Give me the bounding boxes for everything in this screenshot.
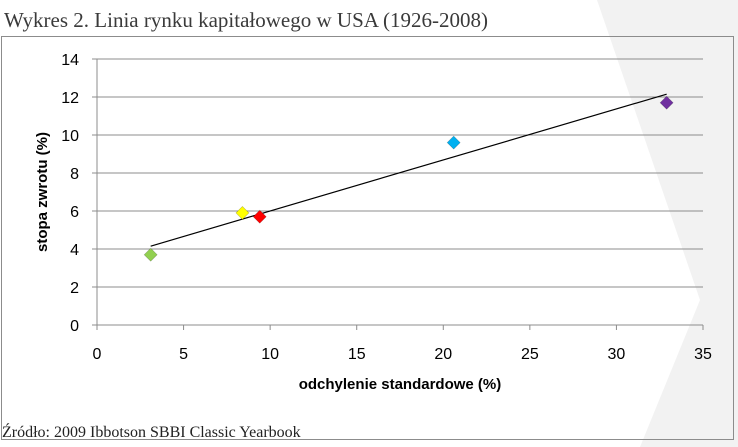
x-tick-label-35: 35 — [694, 346, 712, 363]
data-point-3 — [252, 209, 267, 224]
x-axis-title: odchylenie standardowe (%) — [299, 376, 502, 393]
x-tick-label-15: 15 — [348, 346, 366, 363]
tick-layer: 0 2 4 6 8 10 12 14 0 5 10 15 20 25 30 35 — [61, 52, 712, 363]
chart-frame — [1, 36, 734, 440]
page-title: Wykres 2. Linia rynku kapitałowego w USA… — [4, 8, 488, 32]
x-tick-label-25: 25 — [521, 346, 539, 363]
y-tick-label-14: 14 — [61, 52, 79, 69]
y-tick-label-10: 10 — [61, 128, 79, 145]
data-point-4 — [446, 135, 461, 150]
y-tick-label-0: 0 — [70, 318, 79, 335]
x-tick-label-30: 30 — [608, 346, 626, 363]
x-tick-label-20: 20 — [434, 346, 452, 363]
x-tick-label-10: 10 — [261, 346, 279, 363]
x-tick-label-5: 5 — [179, 346, 188, 363]
y-tick-label-4: 4 — [70, 242, 79, 259]
y-axis-title: stopa zwrotu (%) — [34, 132, 51, 252]
trendline-layer — [150, 93, 667, 247]
trendline — [150, 93, 667, 247]
y-tick-label-2: 2 — [70, 280, 79, 297]
data-point-2 — [235, 205, 250, 220]
y-tick-label-8: 8 — [70, 166, 79, 183]
y-tick-label-6: 6 — [70, 204, 79, 221]
y-tick-label-12: 12 — [61, 90, 79, 107]
source-note: Źródło: 2009 Ibbotson SBBI Classic Yearb… — [2, 424, 301, 441]
data-point-1 — [143, 247, 158, 262]
point-layer — [143, 95, 674, 262]
axis-layer — [92, 58, 704, 330]
data-point-5 — [659, 95, 674, 110]
x-tick-label-0: 0 — [93, 346, 102, 363]
